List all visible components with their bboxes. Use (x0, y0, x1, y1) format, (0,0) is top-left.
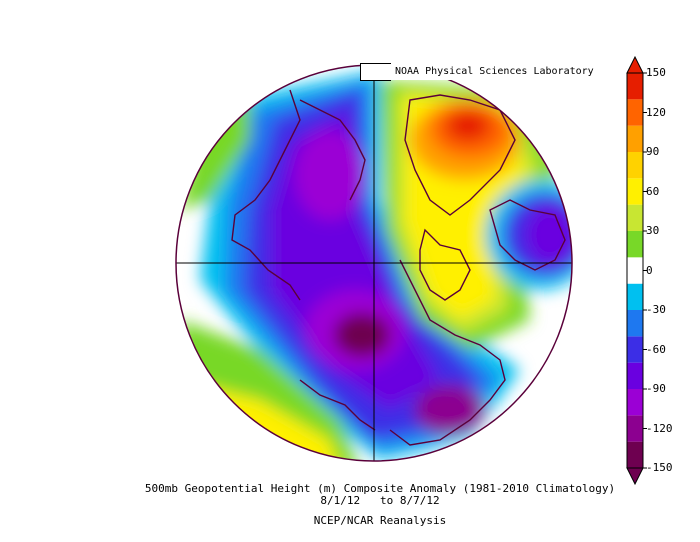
colorbar-tick-label: -150 (646, 461, 673, 474)
colorbar-tick-label: -30 (646, 303, 666, 316)
low-core-north-america (334, 313, 390, 357)
colorbar-segment (627, 310, 643, 337)
colorbar-tick-label: -60 (646, 342, 666, 356)
colorbar (626, 55, 647, 486)
alaska-coast (299, 379, 376, 431)
colorbar-segment (627, 362, 643, 389)
colorbar-segment (627, 152, 643, 179)
colorbar-segment (627, 178, 643, 205)
colorbar-segment (627, 231, 643, 258)
colorbar-segment (627, 441, 643, 468)
credit-box: NOAA Physical Sciences Laboratory (360, 63, 598, 81)
canada-archipelago (419, 228, 471, 301)
colorbar-tick-label: -90 (646, 382, 666, 395)
colorbar-tick-label: -120 (646, 421, 673, 435)
high-core-greenland (446, 111, 490, 141)
colorbar-segment (627, 415, 643, 442)
north-america-coast (389, 259, 506, 446)
credit-text: NOAA Physical Sciences Laboratory (391, 64, 598, 80)
colorbar-tick-label: 0 (646, 263, 653, 277)
colorbar-tick-label: 90 (646, 145, 660, 158)
caption-dates: 8/1/12 to 8/7/12 (320, 494, 440, 507)
colorbar-tick-label: 150 (646, 66, 666, 79)
greenland-coast (404, 94, 516, 216)
colorbar-tick-label: 30 (646, 224, 660, 237)
colorbar-segment (627, 283, 643, 310)
caption-source: NCEP/NCAR Reanalysis (313, 514, 447, 527)
colorbar-segment (627, 125, 643, 152)
colorbar-segment (627, 257, 643, 284)
eurasia-coast (231, 89, 301, 301)
colorbar-segment (627, 99, 643, 126)
colorbar-segment (627, 204, 643, 231)
low-center-siberia (295, 130, 365, 220)
low-secondary (415, 385, 485, 435)
colorbar-segment (627, 73, 643, 100)
colorbar-segment (627, 389, 643, 416)
coastlines (231, 89, 566, 446)
europe-coast (489, 199, 566, 271)
europe-low-core (525, 205, 572, 265)
colorbar-segment (627, 336, 643, 363)
colorbar-top-arrow (626, 55, 644, 74)
colorbar-tick-label: 60 (646, 184, 660, 198)
colorbar-tick-label: 120 (646, 105, 666, 119)
siberia-coast (299, 99, 366, 201)
credit-swatch (360, 63, 391, 81)
caption-title: 500mb Geopotential Height (m) Composite … (144, 482, 616, 495)
anomaly-field (176, 65, 572, 461)
